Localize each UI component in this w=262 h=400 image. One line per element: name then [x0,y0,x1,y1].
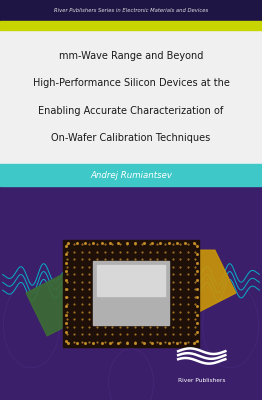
Polygon shape [131,250,236,336]
Bar [63,240,199,346]
Text: High-Performance Silicon Devices at the: High-Performance Silicon Devices at the [32,78,230,88]
Bar [0,30,262,164]
Text: Enabling Accurate Characterization of: Enabling Accurate Characterization of [38,106,224,116]
Text: mm-Wave Range and Beyond: mm-Wave Range and Beyond [59,51,203,61]
Bar [0,164,262,186]
Bar [0,186,262,400]
Text: River Publishers: River Publishers [178,378,226,383]
Polygon shape [26,250,131,336]
Text: Andrej Rumiantsev: Andrej Rumiantsev [90,170,172,180]
Bar [0,21,262,30]
Text: River Publishers Series in Electronic Materials and Devices: River Publishers Series in Electronic Ma… [54,8,208,13]
Bar [0,0,262,21]
Bar [97,265,165,296]
Text: On-Wafer Calibration Techniques: On-Wafer Calibration Techniques [51,133,211,143]
Bar [93,261,169,325]
